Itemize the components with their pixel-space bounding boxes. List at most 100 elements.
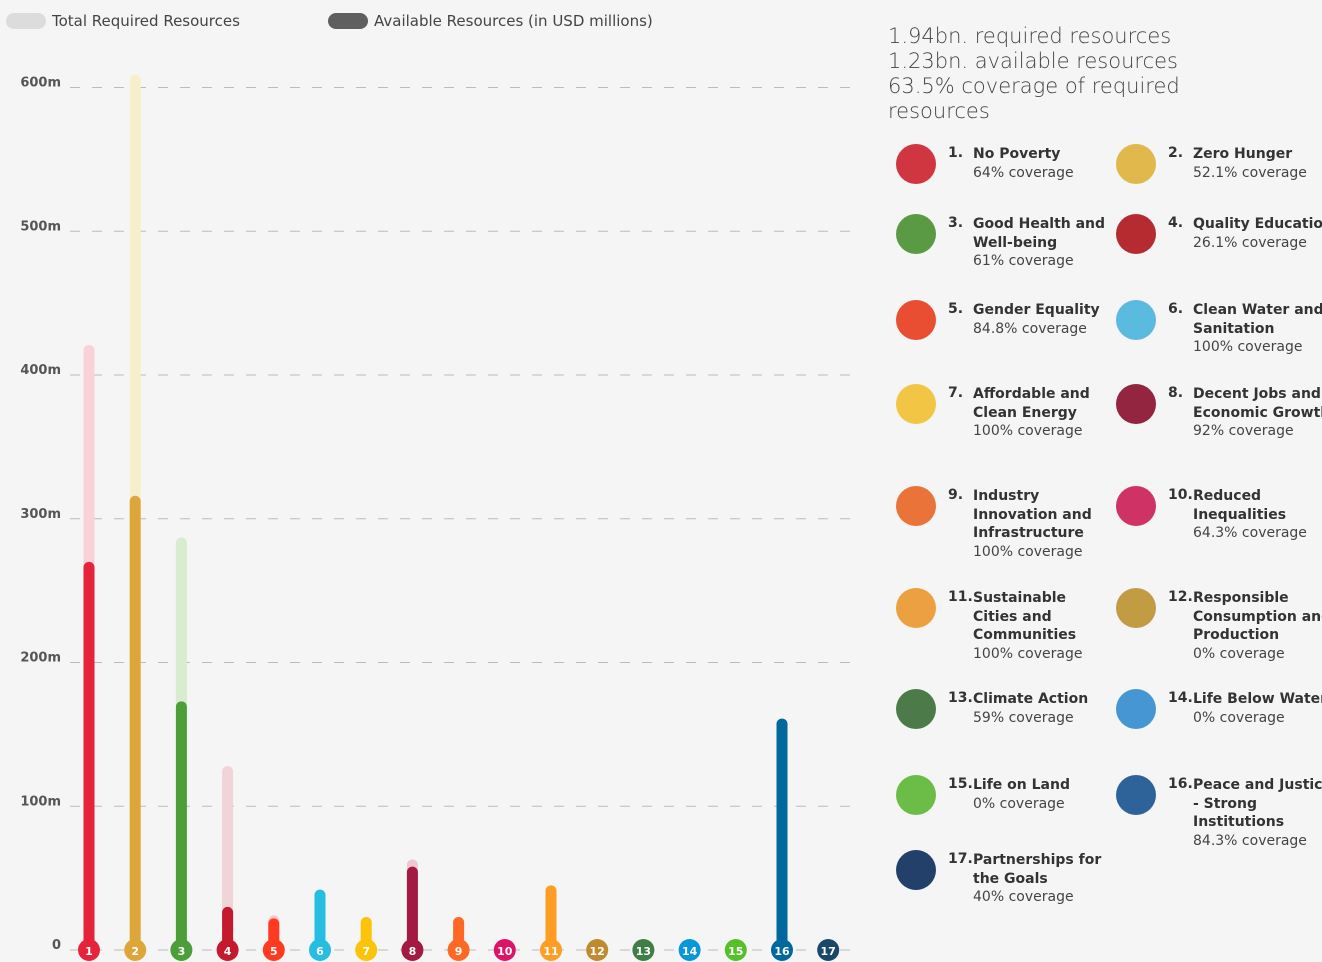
goal-name: Peace and Justice - Strong Institutions [1193,777,1322,830]
goal-color-dot [1116,300,1156,340]
goal-text: Zero Hunger 52.1% coverage [1193,145,1322,182]
goal-name: Gender Equality [973,302,1100,318]
goal-name: Affordable and Clean Energy [973,386,1090,421]
legend-required[interactable]: Total Required Resources [6,12,240,30]
goal-number: 6. [1168,301,1184,317]
goal-name: Sustainable Cities and Communities [973,590,1077,643]
goal-coverage: 0% coverage [1193,645,1285,662]
goal-color-dot [896,300,936,340]
y-tick-label: 200m [20,651,61,666]
goal-color-dot [896,775,936,815]
category-badge [355,939,378,961]
category-label: 12 [590,945,605,958]
goal-name: Climate Action [973,691,1089,707]
goal-text: Clean Water and Sanitation 100% coverage [1193,301,1322,357]
goal-name: Responsible Consumption and Production [1193,590,1322,643]
category-label: 11 [543,945,558,958]
category-badge [540,939,562,961]
legend-available[interactable]: Available Resources (in USD millions) [328,12,653,30]
summary-available: 1.23bn. available resources [888,49,1178,73]
goal-name: Life on Land [973,777,1070,793]
goal-coverage: 84.8% coverage [973,320,1087,337]
goal-name: Life Below Water [1193,691,1322,707]
goal-color-dot [896,850,936,890]
y-tick-label: 500m [20,219,61,234]
available-bar [545,885,557,950]
goal-color-dot [896,689,936,729]
goal-number: 5. [948,301,964,317]
category-badge [817,939,840,961]
goal-text: Good Health and Well-being 61% coverage [973,215,1113,271]
goal-coverage: 61% coverage [973,253,1074,269]
goal-text: Industry Innovation and Infrastructure 10… [973,487,1113,561]
goal-color-dot [896,144,936,184]
goal-coverage: 52.1% coverage [1193,164,1307,181]
available-bar [222,906,234,950]
category-label: 3 [178,945,186,958]
available-bar [129,495,141,950]
goal-name: Partnerships for the Goals [973,852,1102,887]
legend-available-label: Available Resources (in USD millions) [374,12,653,30]
goal-name: Reduced Inequalities [1193,488,1287,523]
category-badge [78,939,100,961]
category-badge [216,939,239,961]
category-label: 16 [774,945,790,958]
goal-color-dot [1116,214,1156,254]
required-bar [222,766,234,950]
goal-coverage: 40% coverage [973,889,1074,905]
goal-text: Climate Action 59% coverage [973,690,1113,727]
category-badge [309,939,331,961]
goal-coverage: 59% coverage [973,709,1074,726]
goal-coverage: 0% coverage [973,795,1065,812]
goal-coverage: 0% coverage [1193,709,1285,726]
category-label: 15 [728,945,743,958]
goal-color-dot [1116,384,1156,424]
category-badge [262,939,285,961]
goal-color-dot [1116,588,1156,628]
goal-coverage: 64.3% coverage [1193,525,1307,541]
goal-number: 1. [948,145,964,161]
category-label: 2 [131,945,139,958]
y-tick-label: 400m [20,363,61,378]
y-tick-label: 600m [20,76,61,91]
goal-color-dot [1116,689,1156,729]
available-bar [175,701,187,950]
goal-coverage: 92% coverage [1193,423,1294,439]
goal-number: 3. [948,215,964,231]
goal-coverage: 64% coverage [973,164,1074,181]
goal-color-dot [1116,144,1156,184]
goal-text: Responsible Consumption and Production 0%… [1193,589,1322,663]
category-label: 4 [224,945,232,958]
category-label: 8 [409,945,417,958]
goal-number: 7. [948,385,964,401]
category-label: 5 [270,945,278,958]
goal-color-dot [896,486,936,526]
goal-coverage: 100% coverage [973,423,1083,439]
goal-color-dot [896,588,936,628]
goal-number: 13. [948,690,973,706]
category-label: 17 [821,945,836,958]
category-label: 14 [682,945,698,958]
category-badge [632,939,655,961]
category-badge [170,939,193,961]
category-label: 7 [362,945,370,958]
available-bar [776,718,788,950]
category-label: 9 [455,945,463,958]
category-label: 10 [497,945,513,958]
category-badge [586,939,609,961]
goal-number: 15. [948,776,973,792]
available-bar [406,866,418,950]
legend-required-swatch [6,13,46,29]
goal-name: Clean Water and Sanitation [1193,302,1322,337]
goal-color-dot [896,384,936,424]
goal-coverage: 100% coverage [1193,339,1303,355]
goal-number: 8. [1168,385,1184,401]
goal-text: No Poverty 64% coverage [973,145,1113,182]
category-label: 13 [636,945,651,958]
goal-number: 2. [1168,145,1184,161]
goal-number: 9. [948,487,964,503]
legend-available-swatch [328,13,368,29]
goal-text: Reduced Inequalities 64.3% coverage [1193,487,1322,543]
goal-number: 12. [1168,589,1193,605]
